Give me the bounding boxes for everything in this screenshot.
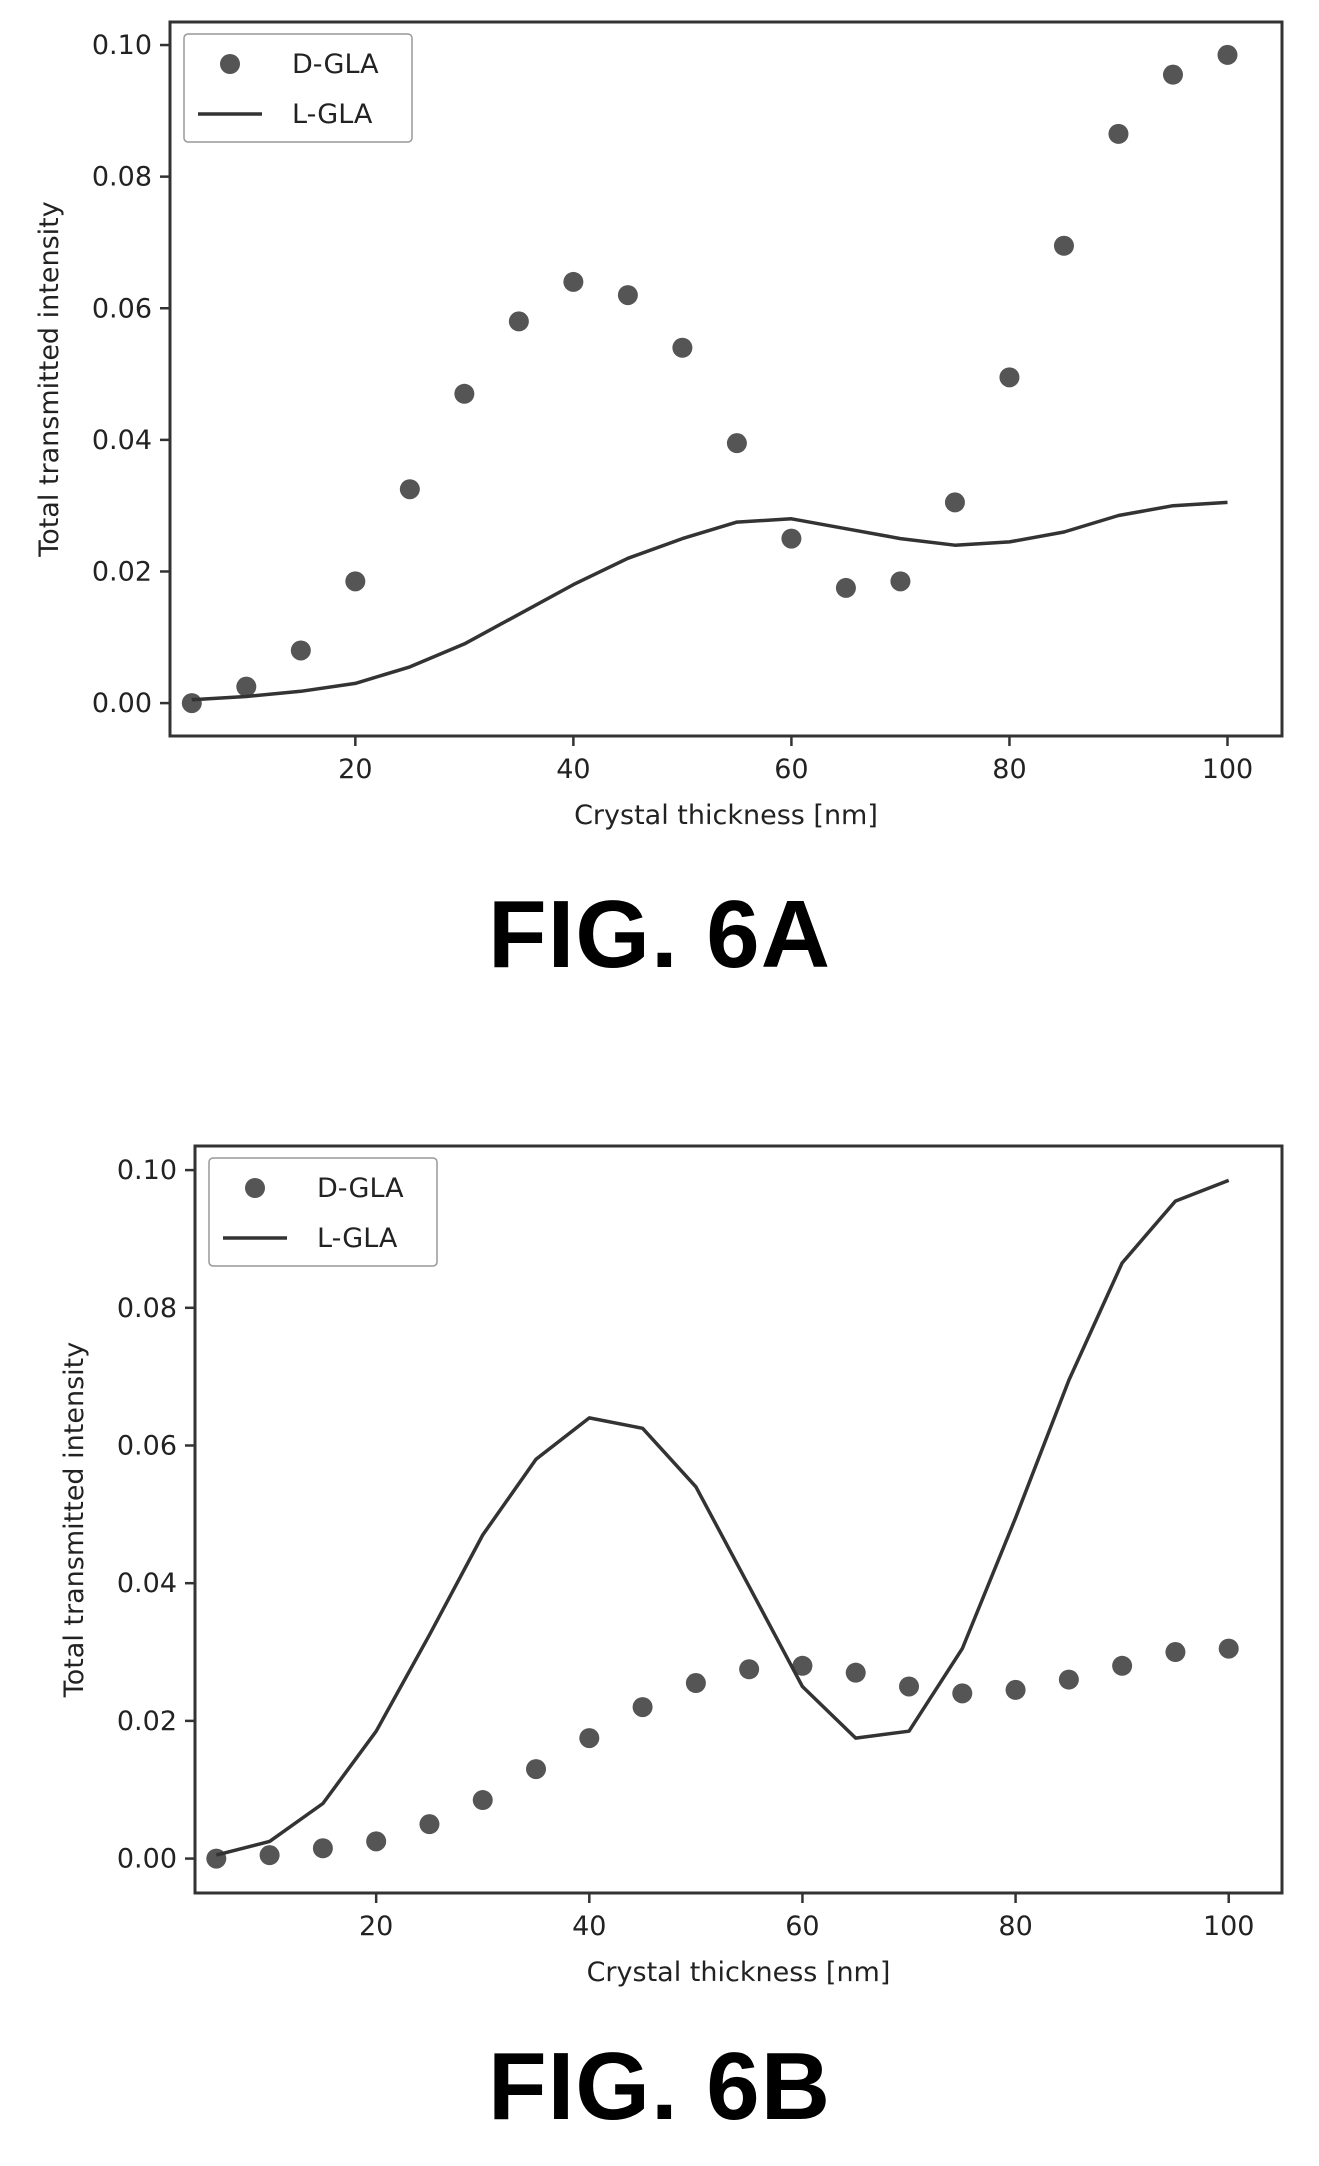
data-point-d-gla	[792, 1655, 813, 1676]
data-point-d-gla	[526, 1759, 547, 1780]
chart-6a: 20 40 60 80 100 0.00 0.02 0.04 0.06 0.08 0.10 Cryst…	[34, 20, 1284, 831]
data-point-d-gla	[899, 1676, 920, 1697]
legend-label: L-GLA	[317, 1223, 398, 1254]
data-point-d-gla	[312, 1838, 333, 1859]
data-point-d-gla	[472, 1790, 493, 1811]
data-point-d-gla	[419, 1814, 440, 1835]
data-point-d-gla	[781, 528, 802, 549]
y-tick-label: 0.08	[92, 162, 152, 193]
data-point-d-gla	[1108, 123, 1129, 144]
x-tick-label: 40	[556, 754, 590, 785]
y-tick-label: 0.06	[117, 1430, 177, 1461]
chart-6b: 20 40 60 80 100 0.00 0.02 0.04 0.06 0.08 0.10 Cryst…	[59, 1144, 1284, 1988]
data-point-d-gla	[399, 479, 420, 500]
data-point-d-gla	[1005, 1679, 1026, 1700]
y-tick-label: 0.04	[92, 425, 152, 456]
data-point-d-gla	[181, 693, 202, 714]
y-tick-label: 0.00	[117, 1844, 177, 1875]
y-tick-label: 0.02	[117, 1706, 177, 1737]
data-point-d-gla	[617, 285, 638, 306]
legend-label: D-GLA	[317, 1173, 404, 1204]
x-axis-label: Crystal thickness [nm]	[587, 1957, 891, 1988]
x-tick-label: 40	[572, 1911, 606, 1942]
data-point-d-gla	[1217, 44, 1238, 65]
figure-6a: 20 40 60 80 100 0.00 0.02 0.04 0.06 0.08 0.10 Cryst…	[0, 0, 1319, 1030]
y-tick-label: 0.10	[117, 1155, 177, 1186]
data-point-d-gla	[1112, 1655, 1133, 1676]
data-point-d-gla	[685, 1673, 706, 1694]
x-tick-label: 100	[1203, 1911, 1255, 1942]
data-point-d-gla	[739, 1659, 760, 1680]
data-point-d-gla	[290, 640, 311, 661]
y-tick-label: 0.06	[92, 293, 152, 324]
y-tick-label: 0.10	[92, 30, 152, 61]
data-point-d-gla	[845, 1662, 866, 1683]
data-point-d-gla	[508, 311, 529, 332]
x-tick-label: 80	[998, 1911, 1032, 1942]
data-point-d-gla	[835, 577, 856, 598]
y-tick-label: 0.02	[92, 556, 152, 587]
data-point-d-gla	[1053, 235, 1074, 256]
plot-frame	[193, 1144, 1284, 1895]
legend-label: D-GLA	[292, 49, 379, 80]
data-point-d-gla	[944, 492, 965, 513]
data-point-d-gla	[1218, 1638, 1239, 1659]
data-point-d-gla	[726, 433, 747, 454]
data-point-d-gla	[1165, 1642, 1186, 1663]
y-axis-label: Total transmitted intensity	[59, 1342, 90, 1698]
legend-swatch-marker	[220, 54, 240, 74]
x-tick-label: 100	[1202, 754, 1254, 785]
figure-caption: FIG. 6B	[487, 2033, 832, 2140]
series-line-l-gla	[191, 500, 1228, 702]
data-point-d-gla	[366, 1831, 387, 1852]
x-tick-label: 20	[338, 754, 372, 785]
x-tick-label: 20	[359, 1911, 393, 1942]
data-point-d-gla	[999, 367, 1020, 388]
plot-frame	[168, 20, 1284, 738]
data-point-d-gla	[890, 571, 911, 592]
data-point-d-gla	[563, 271, 584, 292]
figure-6b: 20 40 60 80 100 0.00 0.02 0.04 0.06 0.08 0.10 Cryst…	[0, 1110, 1319, 2166]
data-point-d-gla	[952, 1683, 973, 1704]
y-tick-label: 0.08	[117, 1293, 177, 1324]
data-point-d-gla	[1162, 64, 1183, 85]
x-axis-label: Crystal thickness [nm]	[574, 800, 878, 831]
data-point-d-gla	[236, 676, 257, 697]
data-point-d-gla	[672, 337, 693, 358]
data-point-d-gla	[454, 383, 475, 404]
x-tick-label: 80	[992, 754, 1026, 785]
x-tick-label: 60	[785, 1911, 819, 1942]
data-point-d-gla	[579, 1728, 600, 1749]
series-line-l-gla	[215, 1178, 1230, 1857]
data-point-d-gla	[1058, 1669, 1079, 1690]
legend-swatch-marker	[245, 1178, 265, 1198]
y-axis-label: Total transmitted intensity	[34, 201, 65, 557]
figure-caption: FIG. 6A	[487, 881, 832, 988]
legend-label: L-GLA	[292, 99, 373, 130]
y-tick-label: 0.04	[117, 1568, 177, 1599]
data-point-d-gla	[259, 1845, 280, 1866]
y-tick-label: 0.00	[92, 688, 152, 719]
x-tick-label: 60	[774, 754, 808, 785]
data-point-d-gla	[345, 571, 366, 592]
data-point-d-gla	[632, 1697, 653, 1718]
